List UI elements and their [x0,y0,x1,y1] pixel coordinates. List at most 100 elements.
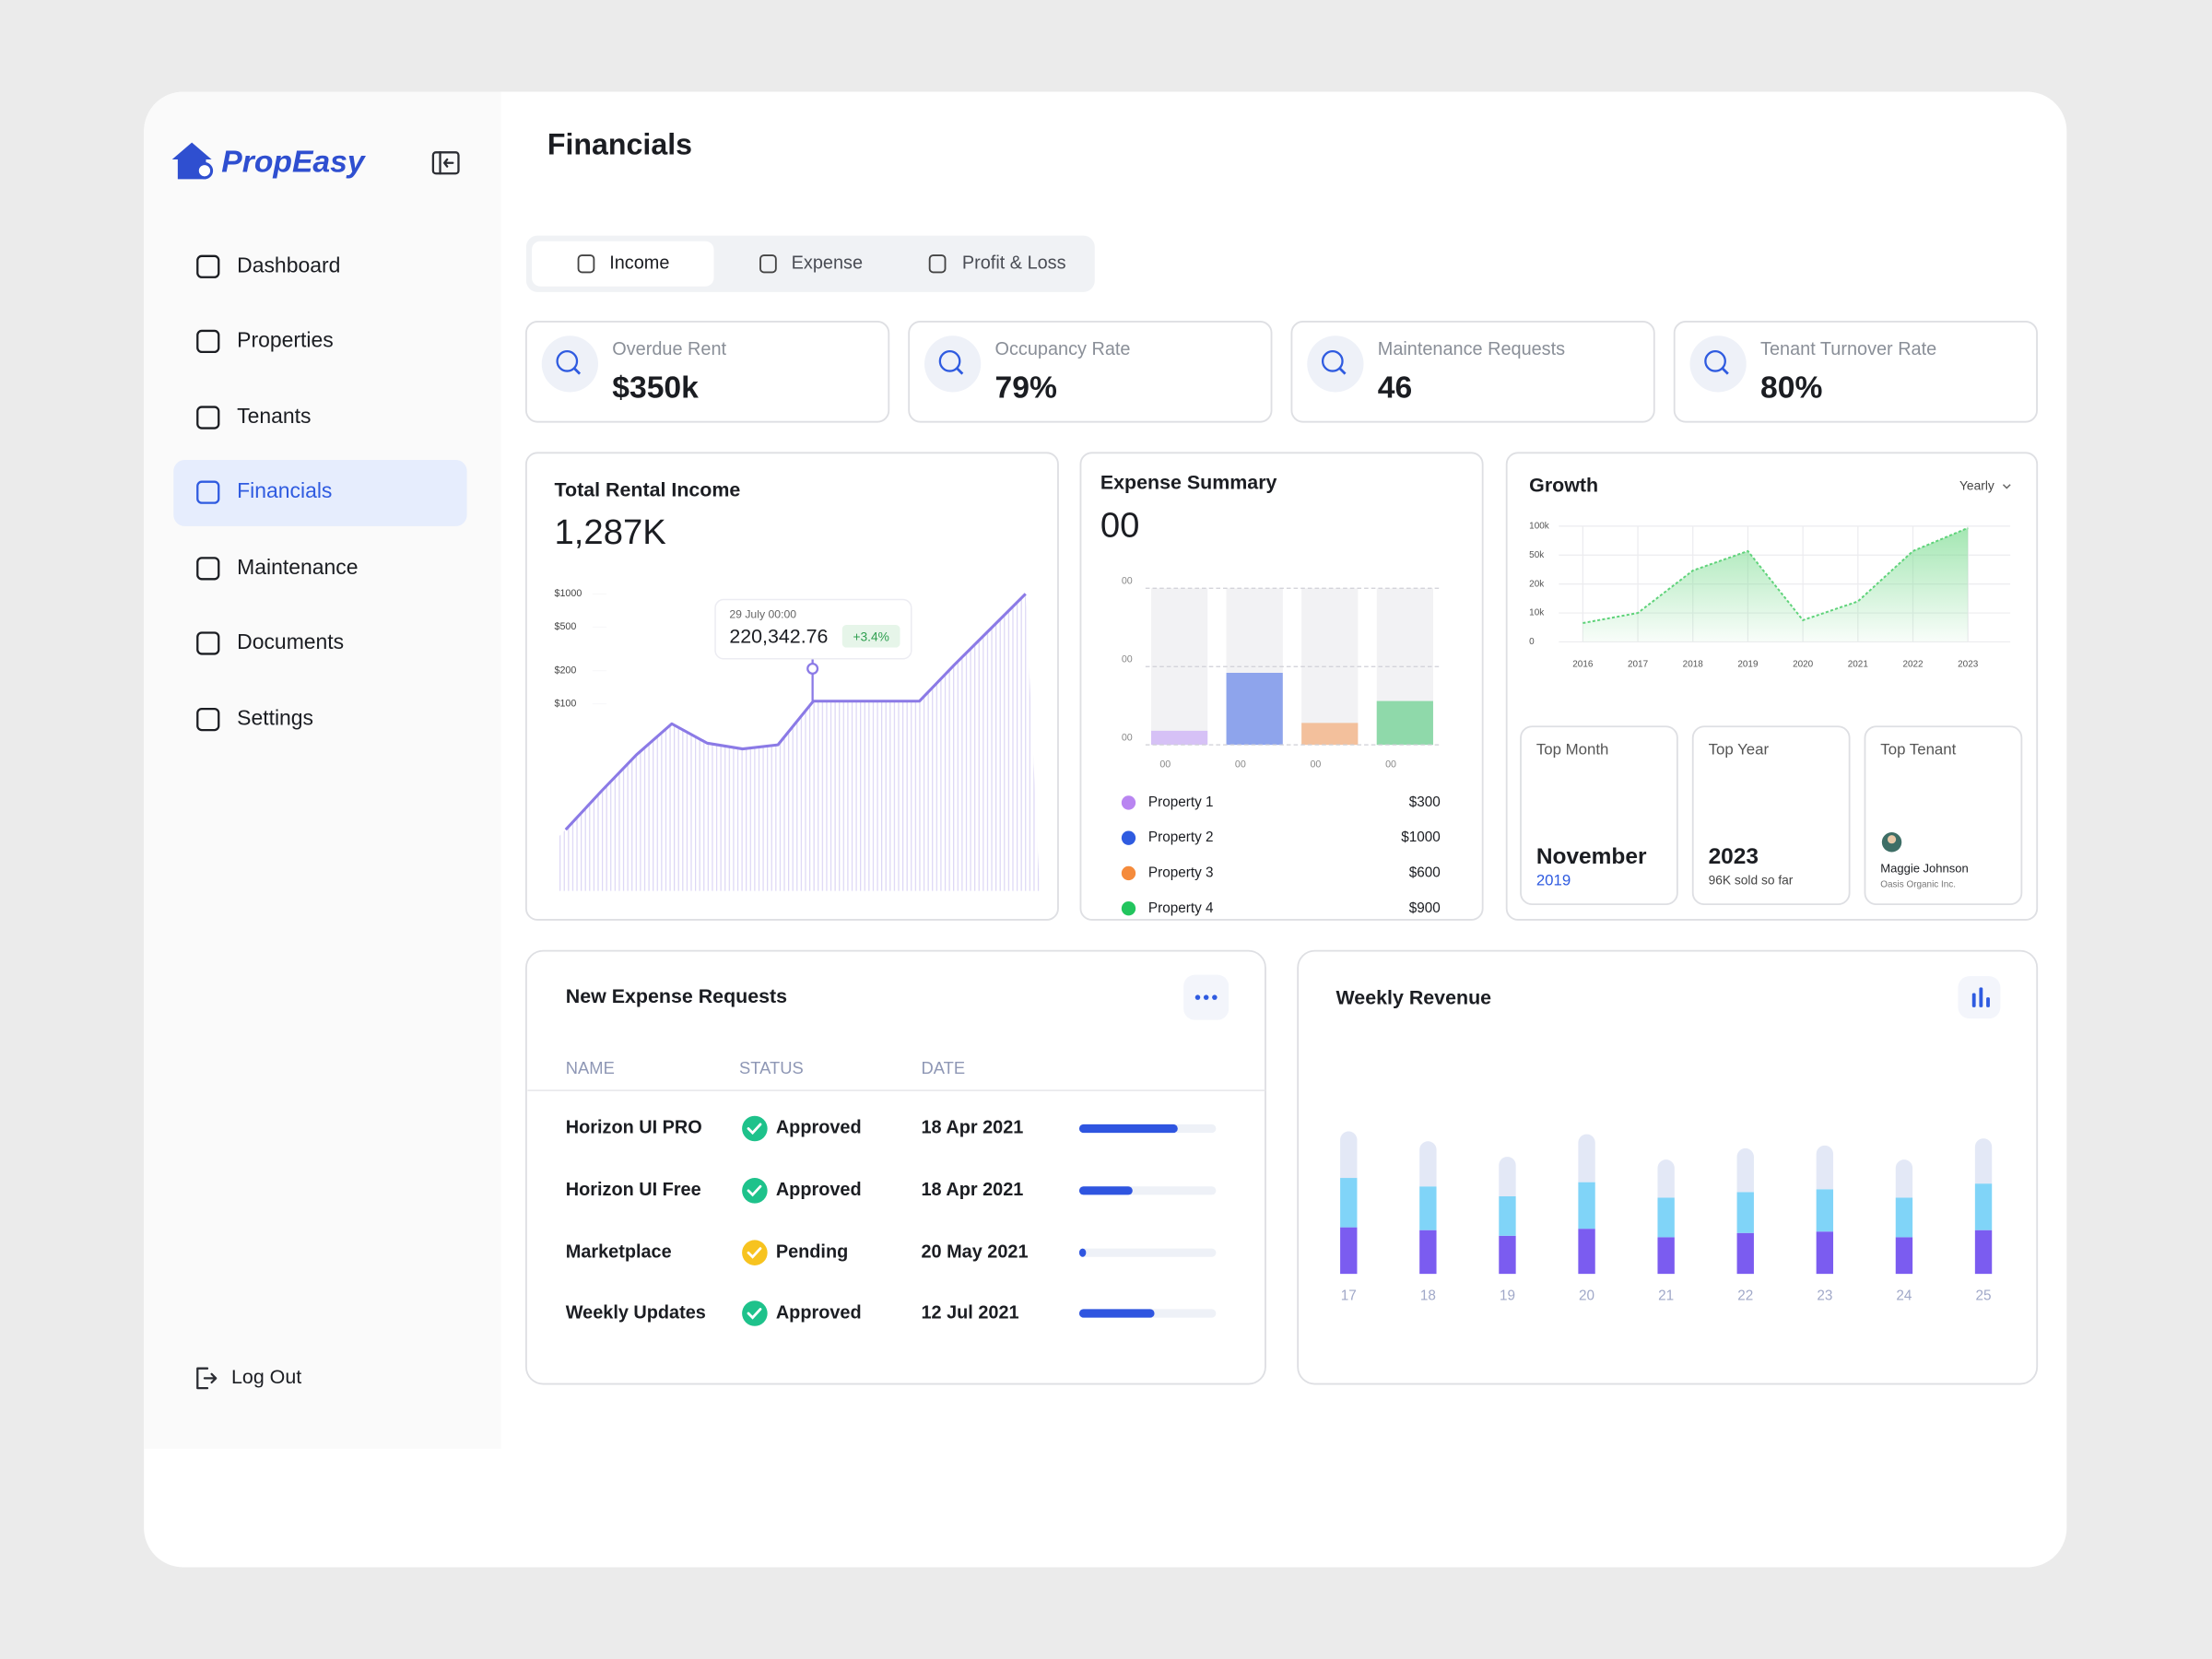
tab-icon[interactable] [577,254,595,274]
revenue-segment [1974,1230,1993,1275]
stat-icon-bg [1689,335,1747,393]
sidebar [144,91,501,1449]
y-tick-label: 100k [1529,522,1549,532]
nav-icon[interactable] [196,329,220,354]
x-tick-label: 23 [1817,1288,1832,1304]
x-tick-label: 2018 [1683,660,1704,670]
x-tick-label: 19 [1500,1288,1515,1304]
revenue-segment [1736,1232,1754,1275]
tab-icon[interactable] [928,254,947,274]
stat-icon [572,367,582,375]
legend-dot [1121,830,1136,845]
tab[interactable]: Profit & Loss [962,253,1066,273]
nav-icon[interactable] [196,707,220,732]
x-tick-label: 00 [1385,759,1396,770]
tab[interactable]: Income [609,253,669,273]
card-title: New Expense Requests [566,985,787,1007]
tenant-name: Maggie Johnson [1880,861,1968,875]
revenue-segment [1578,1134,1595,1182]
nav-icon[interactable] [196,631,220,655]
x-tick-label: 22 [1737,1288,1753,1304]
stat-icon [1338,367,1347,375]
stat-label: Tenant Turnover Rate [1760,339,1936,359]
bar [1376,700,1433,746]
card-title: Total Rental Income [555,478,741,500]
revenue-segment [1736,1192,1754,1233]
chart-button-icon[interactable] [1971,993,1976,1007]
y-tick-label: 0 [1529,637,1535,647]
nav-item[interactable]: Maintenance [237,555,358,579]
stat-value: 79% [995,371,1057,405]
revenue-segment [1657,1237,1675,1275]
column-header: DATE [921,1058,965,1077]
revenue-segment [1419,1230,1437,1275]
stat-icon [1321,349,1344,372]
nav-item[interactable]: Dashboard [237,253,340,276]
more-dot[interactable] [1203,994,1209,1000]
nav-icon[interactable] [196,557,220,581]
row-name: Weekly Updates [566,1302,706,1323]
y-tick-label: 00 [1122,732,1133,743]
legend-name: Property 3 [1148,865,1214,880]
chart-button-icon[interactable] [1979,987,1983,1007]
more-dot[interactable] [1212,994,1218,1000]
chart-button-icon[interactable] [1986,997,1990,1007]
x-tick-label: 2017 [1628,660,1649,670]
brand: PropEasy [221,145,367,179]
revenue-segment [1816,1189,1834,1232]
nav-item[interactable]: Settings [237,706,313,730]
y-tick-label: 10k [1529,608,1544,618]
legend-amount: $300 [1409,794,1441,810]
page-title: Financials [547,128,692,161]
more-dot[interactable] [1194,994,1201,1000]
tooltip-date: 29 July 00:00 [729,608,796,621]
legend-dot [1121,901,1136,916]
row-date: 18 Apr 2021 [921,1180,1023,1200]
tooltip [714,598,912,701]
highlight-sub: 96K sold so far [1709,874,1794,888]
stat-icon [956,367,964,375]
highlight-value: 2023 [1709,844,1759,869]
revenue-segment [1578,1229,1595,1275]
nav-icon[interactable] [196,406,220,429]
nav-item[interactable]: Financials [237,478,332,502]
legend-name: Property 1 [1148,794,1214,810]
collapse-button[interactable] [431,151,460,175]
x-tick-label: 25 [1976,1288,1992,1304]
highlight-label: Top Tenant [1880,741,1956,759]
tab[interactable]: Expense [792,253,863,273]
card-total: 1,287K [555,512,667,552]
revenue-segment [1974,1138,1993,1184]
nav-item[interactable]: Properties [237,327,334,351]
nav-icon[interactable] [196,254,220,278]
stat-icon [938,349,961,372]
tenant-company: Oasis Organic Inc. [1880,879,1956,889]
column-header: NAME [566,1058,615,1077]
legend-name: Property 4 [1148,900,1214,916]
legend-amount: $600 [1409,865,1441,880]
chevron[interactable] [2002,484,2011,489]
nav-icon[interactable] [196,480,220,504]
revenue-segment [1499,1195,1516,1236]
period-select[interactable]: Yearly [1959,479,1994,493]
stat-value: $350k [612,371,699,405]
status-icon [742,1300,768,1326]
highlight-label: Top Year [1709,741,1770,759]
revenue-segment [1895,1197,1913,1238]
row-date: 20 May 2021 [921,1241,1028,1262]
row-name: Horizon UI PRO [566,1118,702,1138]
logout-button[interactable]: Log Out [196,1366,301,1390]
nav-item[interactable]: Documents [237,629,344,653]
progress-bar [1078,1248,1087,1257]
card-title: Growth [1529,475,1598,497]
highlight-label: Top Month [1536,741,1609,759]
stat-value: 80% [1760,371,1822,405]
card [1864,725,2023,906]
nav-item[interactable]: Tenants [237,404,311,428]
status-glyph [747,1123,762,1135]
x-tick-label: 21 [1658,1288,1674,1304]
logout-label[interactable]: Log Out [231,1366,301,1388]
row-date: 18 Apr 2021 [921,1118,1023,1138]
revenue-segment [1657,1197,1675,1238]
tab-icon[interactable] [759,254,777,274]
